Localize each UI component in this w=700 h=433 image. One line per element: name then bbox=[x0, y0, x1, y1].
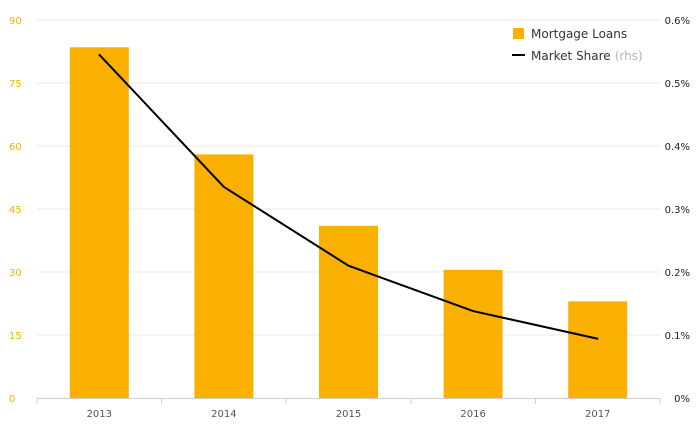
legend-label-mortgage-loans: Mortgage Loans bbox=[531, 27, 627, 41]
legend-label-market-share: Market Share (rhs) bbox=[531, 49, 643, 63]
x-tick-label: 2017 bbox=[585, 409, 610, 420]
y-right-tick-label: 0.3% bbox=[665, 205, 690, 216]
x-tick-label: 2014 bbox=[211, 409, 236, 420]
y-right-tick-label: 0.1% bbox=[665, 331, 690, 342]
y-left-tick-label: 90 bbox=[9, 16, 22, 27]
legend-swatch-mortgage-loans bbox=[513, 28, 524, 39]
y-right-tick-label: 0.6% bbox=[665, 16, 690, 27]
bar-mortgage-loans bbox=[69, 47, 129, 399]
point-market-share bbox=[596, 337, 599, 340]
y-right-tick-label: 0.5% bbox=[665, 79, 690, 90]
x-tick-label: 2015 bbox=[336, 409, 361, 420]
bar-mortgage-loans bbox=[319, 225, 378, 398]
point-market-share bbox=[472, 310, 474, 312]
x-tick-label: 2016 bbox=[460, 409, 485, 420]
legend-label-market-share-suffix: (rhs) bbox=[615, 49, 643, 63]
bar-mortgage-loans bbox=[568, 301, 628, 398]
y-right-tick-label: 0.2% bbox=[665, 268, 690, 279]
y-right-tick-label: 0% bbox=[674, 394, 690, 405]
bar-mortgage-loans bbox=[443, 269, 503, 398]
market-share-line-group bbox=[98, 53, 599, 340]
y-left-tick-label: 45 bbox=[9, 205, 22, 216]
y-left-tick-label: 0 bbox=[9, 394, 15, 405]
point-market-share bbox=[98, 53, 101, 56]
y-left-tick-label: 75 bbox=[9, 79, 22, 90]
point-market-share bbox=[347, 264, 350, 267]
point-market-share bbox=[223, 186, 225, 188]
legend-label-market-share-name: Market Share bbox=[531, 49, 611, 63]
bars bbox=[69, 47, 628, 399]
legend: Mortgage Loans Market Share (rhs) bbox=[512, 27, 643, 63]
axes: 0 0% 15 0.1% 30 0.2% 45 0.3% 60 0.4% 75 0.5% 90 0.6% 2… bbox=[9, 16, 690, 420]
bar-mortgage-loans bbox=[194, 154, 254, 398]
x-tick-label: 2013 bbox=[87, 409, 112, 420]
y-left-tick-label: 60 bbox=[9, 142, 22, 153]
y-right-tick-label: 0.4% bbox=[665, 142, 690, 153]
y-left-tick-label: 30 bbox=[9, 268, 22, 279]
y-left-tick-label: 15 bbox=[9, 331, 22, 342]
grid bbox=[37, 19, 660, 336]
